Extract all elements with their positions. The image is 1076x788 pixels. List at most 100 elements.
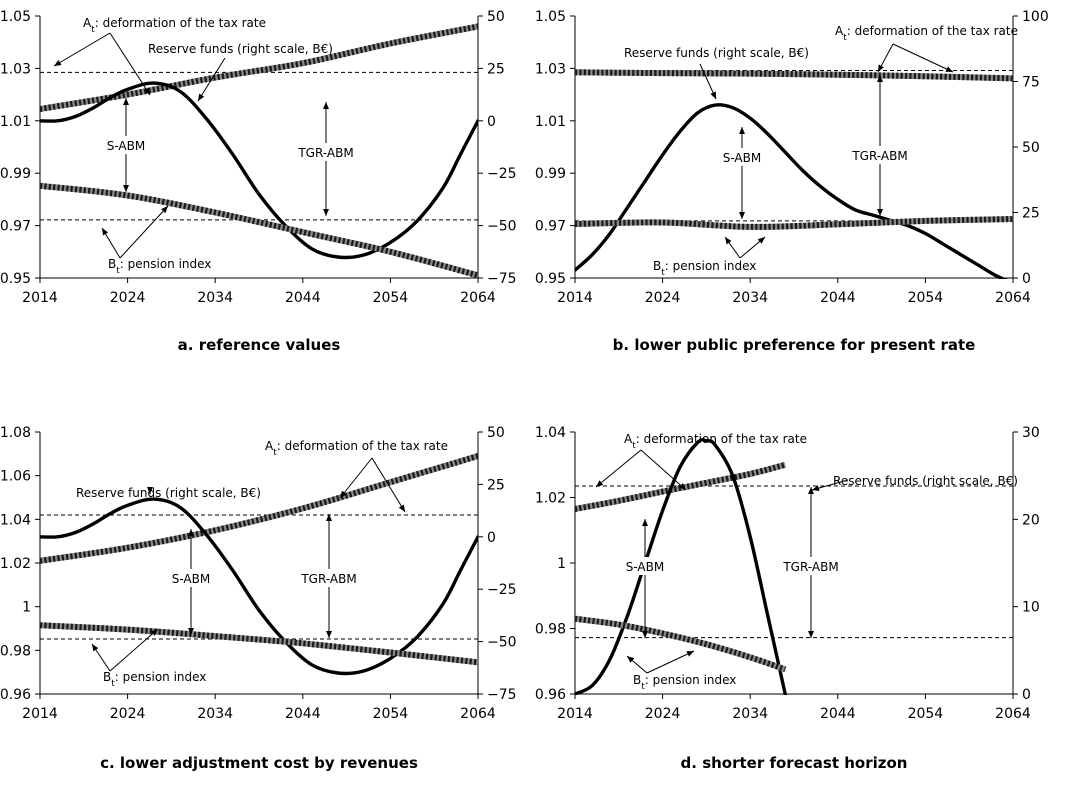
x-tick-label: 2034 xyxy=(197,706,233,722)
annotation-arrow xyxy=(739,236,766,259)
reserve-funds-line xyxy=(40,81,478,260)
left-y-tick-label: 1.03 xyxy=(0,61,31,77)
x-tick-label: 2054 xyxy=(373,706,409,722)
reserve-funds-line xyxy=(575,438,787,695)
x-tick-label: 2014 xyxy=(22,706,58,722)
x-tick-label: 2064 xyxy=(995,706,1031,722)
x-tick-label: 2024 xyxy=(110,706,146,722)
left-y-tick-label: 1.02 xyxy=(535,491,566,507)
right-y-tick-label: 50 xyxy=(487,425,505,441)
x-tick-label: 2014 xyxy=(557,290,593,306)
right-y-tick-label: 50 xyxy=(1022,140,1040,156)
annotation-arrow xyxy=(53,32,111,67)
left-y-tick-label: 1.06 xyxy=(0,469,31,485)
series-label: Reserve funds (right scale, B€) xyxy=(76,486,261,500)
series-line xyxy=(575,461,786,512)
series-line xyxy=(575,216,1013,230)
x-tick-label: 2024 xyxy=(110,290,146,306)
left-y-tick-label: 0.99 xyxy=(535,166,566,182)
left-y-tick-label: 0.99 xyxy=(0,166,31,182)
reserve-funds-line xyxy=(40,497,478,676)
left-y-tick-label: 0.95 xyxy=(535,271,566,287)
annotation-label: TGR-ABM xyxy=(300,572,356,586)
x-tick-label: 2044 xyxy=(820,706,856,722)
annotation-label: S-ABM xyxy=(626,560,664,574)
x-tick-label: 2014 xyxy=(557,706,593,722)
right-y-tick-label: 25 xyxy=(487,477,505,493)
left-y-tick-label: 1.05 xyxy=(535,9,566,25)
x-tick-label: 2064 xyxy=(460,290,496,306)
left-y-tick-label: 0.98 xyxy=(535,622,566,638)
x-tick-label: 2054 xyxy=(908,706,944,722)
panel-caption: d. shorter forecast horizon xyxy=(681,754,908,772)
reserve-funds-line xyxy=(575,103,1008,279)
left-y-tick-label: 0.97 xyxy=(0,219,31,235)
annotation-label: S-ABM xyxy=(107,139,145,153)
annotation-arrow xyxy=(109,628,159,672)
series-label: Reserve funds (right scale, B€) xyxy=(624,46,809,60)
annotation-label: S-ABM xyxy=(723,151,761,165)
index-line-base xyxy=(575,615,787,673)
series-label: Reserve funds (right scale, B€) xyxy=(833,474,1018,488)
series-label: At: deformation of the tax rate xyxy=(265,439,448,458)
left-y-tick-label: 0.96 xyxy=(0,687,31,703)
series-label: At: deformation of the tax rate xyxy=(835,24,1018,43)
annotation-arrow xyxy=(91,643,111,672)
series-line xyxy=(40,23,478,112)
left-y-tick-label: 1.02 xyxy=(0,556,31,572)
annotation-arrow xyxy=(197,57,226,102)
annotation-arrow xyxy=(101,227,121,259)
left-y-tick-label: 1.03 xyxy=(535,61,566,77)
series-label: At: deformation of the tax rate xyxy=(83,16,266,35)
x-tick-label: 2034 xyxy=(732,706,768,722)
left-y-tick-label: 0.97 xyxy=(535,219,566,235)
index-line-dots xyxy=(40,23,478,112)
annotation-label: TGR-ABM xyxy=(782,560,838,574)
x-tick-label: 2054 xyxy=(908,290,944,306)
annotation-arrow xyxy=(109,32,151,96)
series-line xyxy=(575,103,1008,279)
annotation-label: TGR-ABM xyxy=(851,149,907,163)
x-tick-label: 2014 xyxy=(22,290,58,306)
right-y-tick-label: 20 xyxy=(1022,512,1040,528)
series-line xyxy=(575,69,1013,82)
series-line xyxy=(40,182,478,279)
annotation-arrow xyxy=(119,205,169,259)
annotation-arrow xyxy=(892,43,954,73)
right-y-tick-label: 75 xyxy=(1022,75,1040,91)
right-y-tick-label: −25 xyxy=(487,166,517,182)
annotation-label: S-ABM xyxy=(172,572,210,586)
x-tick-label: 2044 xyxy=(820,290,856,306)
annotation-arrow xyxy=(640,449,687,491)
left-y-tick-label: 0.95 xyxy=(0,271,31,287)
right-y-tick-label: 0 xyxy=(487,114,496,130)
panel-caption: c. lower adjustment cost by revenues xyxy=(100,754,418,772)
right-y-tick-label: 0 xyxy=(1022,687,1031,703)
left-y-tick-label: 1 xyxy=(557,556,566,572)
left-y-tick-label: 1.01 xyxy=(0,114,31,130)
left-y-tick-label: 1.05 xyxy=(0,9,31,25)
index-line-dots xyxy=(40,622,478,666)
x-tick-label: 2044 xyxy=(285,706,321,722)
index-line-base xyxy=(575,69,1013,82)
annotation-label: TGR-ABM xyxy=(297,146,353,160)
right-y-tick-label: −25 xyxy=(487,582,517,598)
chart-panel: 2014 2024 2034 2044 2054 2064 0.96 0.98 1 1.02 1.0… xyxy=(0,425,517,772)
right-y-tick-label: 100 xyxy=(1022,9,1049,25)
series-label: Bt: pension index xyxy=(103,670,206,689)
series-label: Bt: pension index xyxy=(633,673,736,692)
annotation-arrow xyxy=(724,236,741,259)
chart-panel: 2014 2024 2034 2044 2054 2064 0.96 0.98 1 1.02 1.0… xyxy=(535,425,1040,772)
x-tick-label: 2064 xyxy=(995,290,1031,306)
left-y-tick-label: 0.96 xyxy=(535,687,566,703)
series-label: Bt: pension index xyxy=(108,257,211,276)
annotation-arrow xyxy=(595,449,642,488)
left-y-tick-label: 1 xyxy=(22,600,31,616)
series-label: Reserve funds (right scale, B€) xyxy=(148,42,333,56)
index-line-dots xyxy=(40,182,478,279)
annotation-arrow xyxy=(811,479,849,492)
series-line xyxy=(575,615,787,673)
index-line-dots xyxy=(40,453,478,564)
chart-panel: 2014 2024 2034 2044 2054 2064 0.95 0.97 0.99 1.01… xyxy=(0,9,517,354)
